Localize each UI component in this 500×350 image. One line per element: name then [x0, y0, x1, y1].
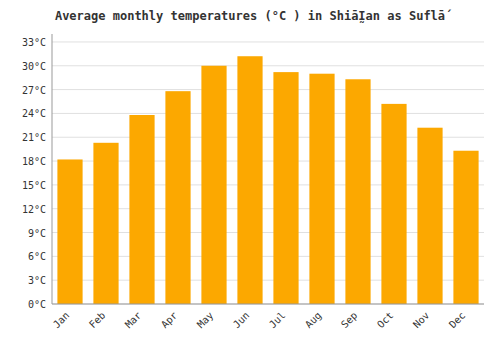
y-tick-label: 27°C	[22, 85, 46, 96]
bar	[201, 66, 226, 304]
bar	[129, 115, 154, 304]
x-tick-label: May	[195, 310, 216, 331]
x-tick-label: Mar	[123, 310, 144, 331]
bars	[57, 56, 478, 304]
x-tick-label: Oct	[375, 310, 396, 331]
x-tick-label: Feb	[87, 310, 108, 331]
y-tick-label: 33°C	[22, 37, 46, 48]
x-tick-label: Sep	[339, 310, 360, 331]
x-tick-label: Jun	[231, 310, 252, 331]
x-tick-label: Jan	[51, 310, 72, 331]
title: Average monthly temperatures (°C ) in Sh…	[55, 9, 452, 23]
y-tick-label: 12°C	[22, 204, 46, 215]
bar	[57, 159, 82, 304]
bar	[237, 56, 262, 304]
y-tick-label: 21°C	[22, 132, 46, 143]
bar	[381, 104, 406, 304]
bar	[345, 79, 370, 304]
bar	[93, 143, 118, 304]
grid-line	[52, 89, 484, 90]
grid-line	[52, 113, 484, 114]
x-tick-label: Dec	[447, 310, 468, 331]
bar	[453, 151, 478, 304]
x-tick-label: Jul	[267, 310, 288, 331]
y-tick-label: 9°C	[28, 228, 46, 239]
y-tick-label: 18°C	[22, 156, 46, 167]
bar	[309, 74, 334, 304]
grid-line	[52, 41, 484, 42]
x-tick-label: Apr	[159, 310, 180, 331]
y-tick-label: 0°C	[28, 299, 46, 310]
grid-line	[52, 65, 484, 66]
x-tick-label: Nov	[411, 310, 432, 331]
bar	[273, 72, 298, 304]
chart: Average monthly temperatures (°C ) in Sh…	[0, 0, 500, 350]
y-tick-label: 6°C	[28, 251, 46, 262]
x-tick-label: Aug	[303, 310, 324, 331]
grid	[52, 42, 484, 304]
grid-line	[52, 304, 484, 305]
y-tick-label: 30°C	[22, 61, 46, 72]
bar	[417, 128, 442, 304]
y-tick-label: 24°C	[22, 108, 46, 119]
bar	[165, 91, 190, 304]
y-tick-label: 3°C	[28, 275, 46, 286]
y-axis-line	[52, 34, 53, 304]
y-tick-label: 15°C	[22, 180, 46, 191]
x-axis-line	[52, 304, 484, 305]
